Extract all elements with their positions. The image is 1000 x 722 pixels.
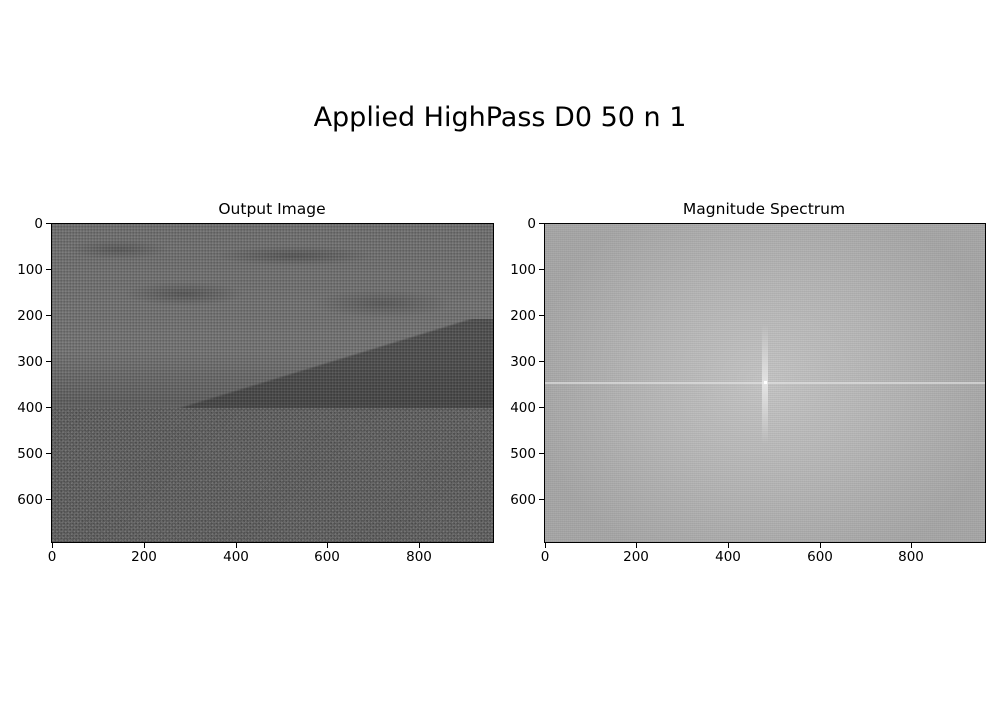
x-tick-label: 0 [540, 549, 550, 565]
x-tick-label: 600 [807, 549, 833, 565]
magnitude-spectrum-title: Magnitude Spectrum [682, 200, 846, 218]
output-image-title: Output Image [218, 200, 326, 218]
y-tick-label: 300 [510, 354, 536, 370]
y-tick-label: 0 [527, 216, 536, 232]
y-tick-label: 100 [17, 262, 43, 278]
x-tick-label: 400 [715, 549, 741, 565]
x-tick-label: 600 [314, 549, 340, 565]
filtered-landscape-image [51, 223, 494, 543]
x-tick-label: 400 [223, 549, 249, 565]
y-tick-label: 200 [17, 308, 43, 324]
y-tick-label: 400 [17, 400, 43, 416]
figure-suptitle: Applied HighPass D0 50 n 1 [313, 102, 687, 133]
x-tick-label: 200 [131, 549, 157, 565]
y-tick-label: 100 [510, 262, 536, 278]
x-tick-label: 0 [47, 549, 57, 565]
y-tick-label: 500 [510, 446, 536, 462]
x-tick-label: 200 [623, 549, 649, 565]
x-tick-label: 800 [406, 549, 432, 565]
y-tick-label: 600 [510, 492, 536, 508]
y-tick-label: 500 [17, 446, 43, 462]
fft-magnitude-image [544, 223, 986, 543]
y-tick-label: 0 [34, 216, 43, 232]
y-tick-label: 600 [17, 492, 43, 508]
y-tick-label: 200 [510, 308, 536, 324]
x-tick-label: 800 [898, 549, 924, 565]
y-tick-label: 300 [17, 354, 43, 370]
y-tick-label: 400 [510, 400, 536, 416]
